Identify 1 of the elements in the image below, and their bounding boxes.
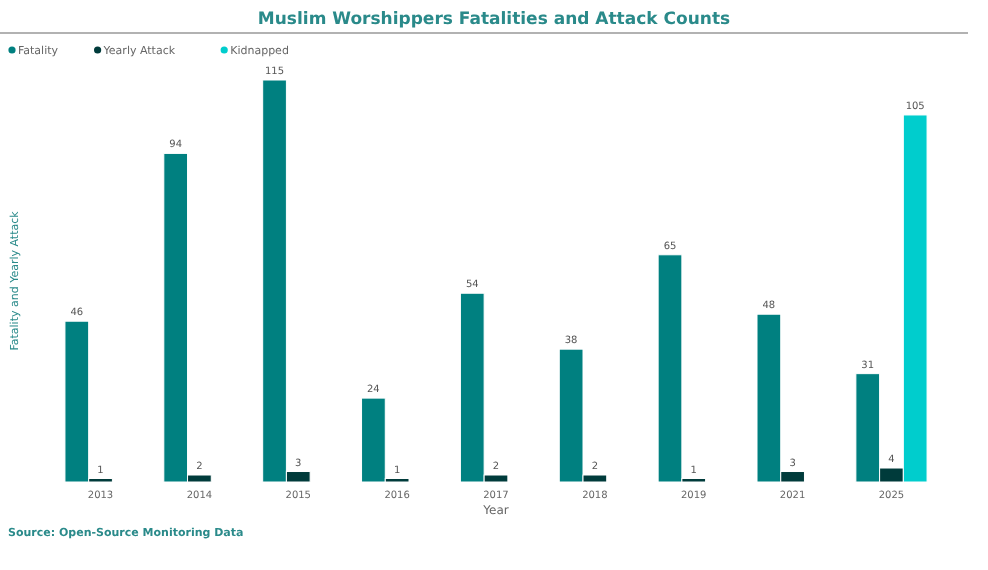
chart-title: Muslim Worshippers Fatalities and Attack Counts bbox=[257, 10, 731, 30]
